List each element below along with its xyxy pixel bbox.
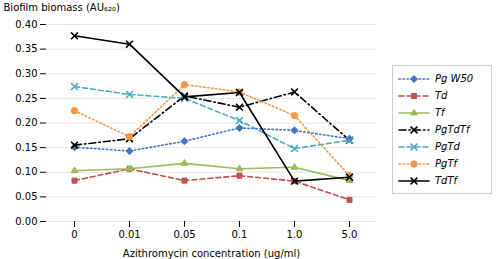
svg-text:Azithromycin concentration (ug: Azithromycin concentration (ug/ml)	[123, 248, 301, 259]
html-text:Td: Td	[435, 90, 448, 101]
svg-text:0.20: 0.20	[15, 117, 37, 128]
svg-text:0.10: 0.10	[15, 166, 37, 177]
svg-text:0.25: 0.25	[15, 93, 37, 104]
svg-text:0.05: 0.05	[15, 191, 37, 202]
svg-text:0.40: 0.40	[15, 19, 37, 30]
svg-text:0.35: 0.35	[15, 43, 37, 54]
html-text:Pg W50: Pg W50	[435, 73, 474, 84]
svg-text:5.0: 5.0	[342, 229, 358, 240]
html-text:Tf: Tf	[435, 107, 445, 118]
svg-text:Biofilm biomass (AU₆₂₀): Biofilm biomass (AU₆₂₀)	[4, 2, 121, 13]
svg-text:0.05: 0.05	[173, 229, 195, 240]
svg-text:0.01: 0.01	[118, 229, 140, 240]
svg-text:1.0: 1.0	[287, 229, 303, 240]
html-text:PgTf: PgTf	[435, 158, 457, 169]
svg-text:0: 0	[71, 229, 77, 240]
svg-text:0.00: 0.00	[15, 216, 37, 227]
html-text:PgTd: PgTd	[435, 141, 460, 152]
svg-text:0.15: 0.15	[15, 142, 37, 153]
html-text:PgTdTf: PgTdTf	[435, 124, 470, 135]
html-text:TdTf: TdTf	[435, 175, 458, 186]
svg-text:0.1: 0.1	[232, 229, 248, 240]
svg-text:0.30: 0.30	[15, 68, 37, 79]
